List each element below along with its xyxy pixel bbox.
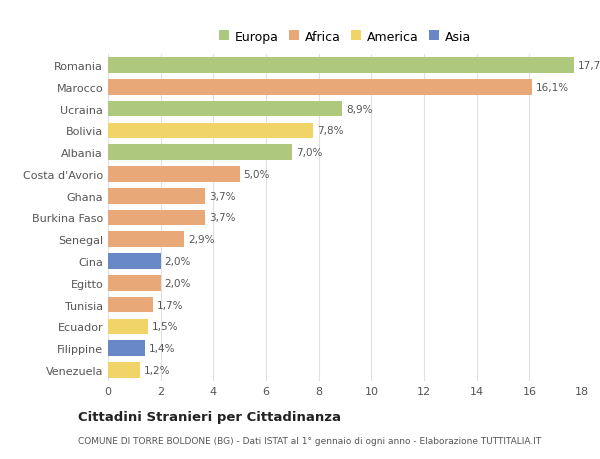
Bar [108,232,184,247]
Bar [108,362,140,378]
Text: 7,8%: 7,8% [317,126,344,136]
Text: 3,7%: 3,7% [209,191,236,202]
Bar [108,123,313,139]
Bar [108,189,205,204]
Bar [108,210,205,226]
Text: 1,7%: 1,7% [157,300,183,310]
Bar [108,58,574,74]
Bar [108,319,148,335]
Text: 17,7%: 17,7% [578,61,600,71]
Bar [108,275,161,291]
Text: 7,0%: 7,0% [296,148,323,158]
Text: 2,9%: 2,9% [188,235,215,245]
Bar [108,145,292,161]
Text: 1,4%: 1,4% [149,343,175,353]
Text: 8,9%: 8,9% [346,104,373,114]
Text: 1,2%: 1,2% [143,365,170,375]
Text: 16,1%: 16,1% [536,83,569,93]
Text: 2,0%: 2,0% [164,257,191,267]
Text: COMUNE DI TORRE BOLDONE (BG) - Dati ISTAT al 1° gennaio di ogni anno - Elaborazi: COMUNE DI TORRE BOLDONE (BG) - Dati ISTA… [78,436,541,445]
Text: 2,0%: 2,0% [164,278,191,288]
Bar [108,101,343,117]
Text: 5,0%: 5,0% [244,169,270,179]
Legend: Europa, Africa, America, Asia: Europa, Africa, America, Asia [214,25,476,48]
Bar [108,297,153,313]
Bar [108,80,532,95]
Text: 3,7%: 3,7% [209,213,236,223]
Bar [108,341,145,356]
Text: 1,5%: 1,5% [151,322,178,332]
Bar [108,254,161,269]
Text: Cittadini Stranieri per Cittadinanza: Cittadini Stranieri per Cittadinanza [78,410,341,423]
Bar [108,167,239,182]
